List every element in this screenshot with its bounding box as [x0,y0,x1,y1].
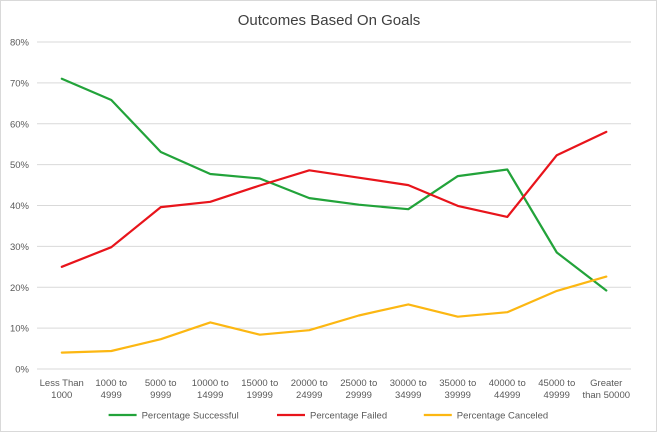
legend: Percentage Successful Percentage Failed Pe… [108,411,548,422]
x-tick-label: 1000 to 4999 [95,378,127,401]
x-tick-label: 20000 to 24999 [291,378,328,401]
y-tick-label: 70% [10,78,30,89]
chart-title: Outcomes Based On Goals [238,12,421,29]
x-tick-label: Less Than 1000 [40,378,84,401]
series-line-2 [60,130,608,268]
y-tick-label: 80% [10,38,30,49]
series-line-3 [60,275,608,354]
series-line-1 [60,77,608,292]
x-tick-label: 5000 to 9999 [145,378,177,401]
y-tick-label: 60% [10,119,30,130]
y-tick-label: 40% [10,201,30,212]
x-tick-label: 45000 to 49999 [538,378,575,401]
x-tick-label: 40000 to 44999 [489,378,526,401]
y-tick-label: 20% [10,283,30,294]
y-tick-label: 10% [10,324,30,335]
x-axis-ticks: Less Than 1000 1000 to 4999 5000 to 9999 10000… [40,378,630,401]
x-tick-label: 15000 to 19999 [241,378,278,401]
x-tick-label: Greater than 50000 [582,378,630,401]
x-tick-label: 25000 to 29999 [340,378,377,401]
x-tick-label: 10000 to 14999 [192,378,229,401]
x-tick-label: 35000 to 39999 [439,378,476,401]
y-tick-label: 50% [10,160,30,171]
legend-label: Percentage Successful [142,411,239,422]
legend-label: Percentage Canceled [457,411,548,422]
x-tick-label: 30000 to 34999 [390,378,427,401]
y-axis-ticks: 0% 10% 20% 30% 40% 50% 60% 70% 80% [10,38,30,376]
y-tick-label: 0% [15,365,29,376]
gridlines [37,41,631,370]
y-tick-label: 30% [10,242,30,253]
series-lines [60,77,608,354]
legend-label: Percentage Failed [310,411,387,422]
